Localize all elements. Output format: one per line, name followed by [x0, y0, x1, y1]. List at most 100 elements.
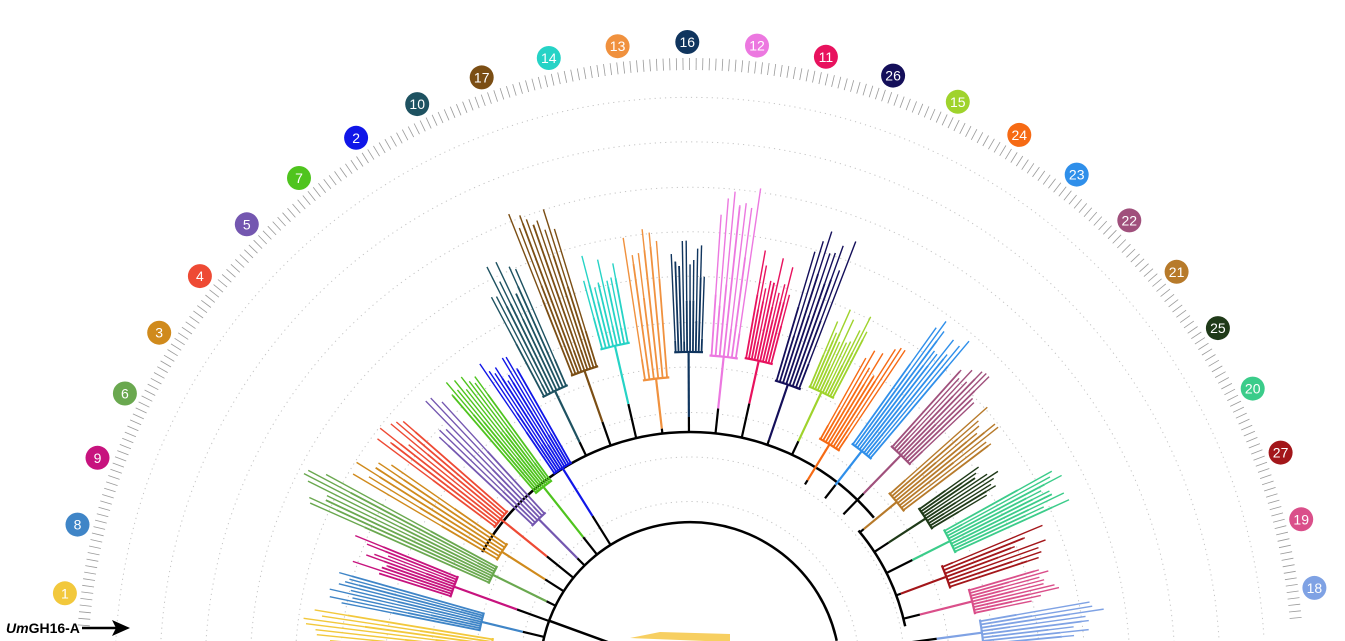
tip-tick [1168, 299, 1179, 308]
clade-badge-6: 6 [112, 381, 137, 406]
tip-tick [1073, 198, 1083, 209]
tip-tick [1211, 365, 1223, 373]
clade-badge-label: 1 [61, 585, 69, 601]
tip-tick [941, 114, 948, 126]
tip-tick [493, 90, 498, 102]
tip-tick [1037, 170, 1046, 181]
tip-tick [197, 305, 208, 314]
tip-tick [443, 109, 450, 121]
tip-tick [1098, 220, 1107, 231]
tip-tick [153, 372, 165, 379]
clade-badge-circle [287, 166, 311, 190]
tip-tick [96, 513, 109, 518]
tip-tick [361, 152, 369, 164]
tip-tick [831, 75, 835, 87]
clade-badge-label: 25 [1210, 320, 1226, 336]
tip-tick [94, 519, 107, 524]
clade-badge-label: 3 [155, 325, 163, 341]
tip-tick [431, 114, 438, 126]
clade-badge-21: 21 [1164, 259, 1189, 284]
clade-5-branches [425, 397, 586, 567]
tip-tick [1282, 564, 1295, 568]
tip-tick [1107, 229, 1117, 240]
clade-badge-23: 23 [1064, 162, 1089, 187]
tip-tick [862, 83, 867, 96]
backbone-arc [481, 430, 875, 553]
tip-tick [127, 425, 139, 432]
tip-tick [90, 539, 103, 543]
tip-tick [881, 89, 886, 102]
clade-badge-circle [405, 92, 430, 117]
tip-tick [401, 129, 409, 141]
tip-tick [82, 584, 95, 588]
tip-tick [1053, 182, 1062, 193]
tip-tick [1235, 412, 1247, 419]
clade-badge-circle [1205, 316, 1230, 341]
tip-tick [244, 249, 254, 259]
tip-tick [728, 59, 730, 72]
tip-tick [339, 167, 348, 178]
tip-tick [1289, 617, 1302, 619]
clade-badge-circle [1164, 259, 1189, 284]
tip-tick [1058, 186, 1067, 197]
tip-tick [1179, 315, 1191, 323]
tip-tick [899, 96, 905, 108]
tip-tick [616, 62, 619, 75]
tip-tick [805, 69, 809, 82]
tip-tick [923, 106, 930, 118]
tip-tick [1088, 211, 1098, 222]
clade-badge-label: 9 [94, 450, 102, 466]
arrow-right-icon [112, 620, 130, 636]
tip-tick [837, 76, 842, 89]
clade-badge-18: 18 [1302, 575, 1327, 600]
tip-tick [98, 506, 111, 511]
clade-badge-10: 10 [405, 92, 430, 117]
tip-tick [1156, 283, 1167, 292]
clade-18-branches [911, 601, 1104, 641]
clade-badge-circle [605, 34, 630, 59]
tip-tick [1015, 155, 1024, 167]
tip-tick [89, 545, 101, 549]
clade-7-branches [445, 376, 598, 556]
tip-tick [167, 349, 178, 357]
tip-tick [1208, 359, 1220, 367]
clade-badge-label: 27 [1273, 445, 1289, 461]
clade-badge-circle [85, 445, 110, 470]
tip-tick [248, 244, 258, 254]
tip-tick [1283, 570, 1296, 574]
tip-tick [1164, 293, 1175, 303]
tip-tick [350, 159, 358, 171]
clade-badge-circle [945, 89, 970, 114]
tip-tick [267, 225, 277, 236]
tip-tick [1269, 506, 1282, 511]
tip-tick [81, 591, 94, 594]
tip-tick [413, 123, 420, 135]
clade-badge-label: 26 [885, 68, 901, 84]
tip-tick [201, 299, 212, 308]
clade-1-branches [303, 609, 494, 641]
tip-tick [850, 80, 855, 92]
tip-tick [1227, 394, 1239, 401]
tip-tick [537, 76, 542, 89]
clade-8-branches [329, 571, 545, 638]
tip-tick [1238, 418, 1250, 425]
tip-tick [988, 138, 995, 150]
tip-tick [84, 571, 97, 575]
clade-badge-circle [1289, 507, 1314, 532]
tip-tick [356, 156, 364, 167]
tip-tick [1112, 234, 1122, 244]
tip-tick [1285, 584, 1298, 587]
tip-tick [636, 60, 638, 73]
tip-tick [544, 75, 548, 88]
clade-badge-circle [147, 320, 172, 345]
tip-tick [642, 59, 645, 72]
clade-badge-label: 5 [243, 216, 251, 232]
tip-tick [982, 135, 989, 147]
tip-tick [480, 94, 486, 107]
tip-tick [277, 216, 286, 227]
guide-ring [295, 275, 1085, 641]
tip-tick [622, 61, 625, 74]
tip-tick [307, 191, 316, 201]
tip-tick [1230, 400, 1242, 407]
tip-tick [135, 407, 147, 414]
